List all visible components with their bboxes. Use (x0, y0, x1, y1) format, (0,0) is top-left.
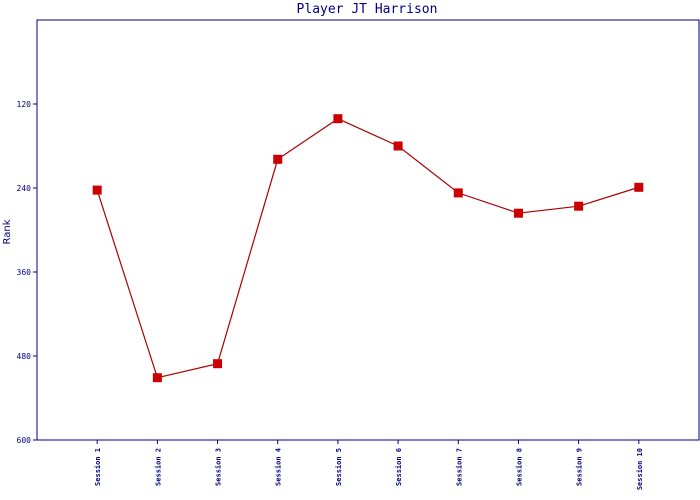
x-tick-label: Session 7 (455, 448, 463, 486)
x-tick-label: Session 2 (154, 448, 162, 486)
x-tick-label: Session 1 (94, 448, 102, 486)
y-tick-label: 360 (17, 268, 32, 277)
chart-title: Player JT Harrison (297, 2, 438, 17)
data-point (393, 141, 403, 151)
y-tick-label: 480 (17, 352, 32, 361)
data-point (92, 185, 102, 195)
y-tick-label: 600 (17, 436, 32, 445)
data-point (333, 114, 343, 124)
plot-frame (36, 19, 700, 441)
data-point (453, 188, 463, 198)
x-tick-label: Session 5 (335, 448, 343, 486)
data-point (634, 182, 644, 192)
x-tick-label: Session 9 (576, 448, 584, 486)
series-line (96, 118, 639, 379)
data-point (152, 373, 162, 383)
y-tick-label: 120 (17, 100, 32, 109)
data-point (213, 359, 223, 369)
data-point (574, 201, 584, 211)
x-tick-label: Session 3 (215, 448, 223, 486)
data-point (513, 208, 523, 218)
x-tick-label: Session 6 (395, 448, 403, 486)
y-axis-label: Rank (2, 219, 13, 244)
x-tick-label: Session 10 (636, 448, 644, 490)
x-tick-label: Session 4 (275, 448, 283, 486)
data-point (273, 154, 283, 164)
y-tick-label: 240 (17, 184, 32, 193)
x-tick-label: Session 8 (515, 448, 523, 486)
